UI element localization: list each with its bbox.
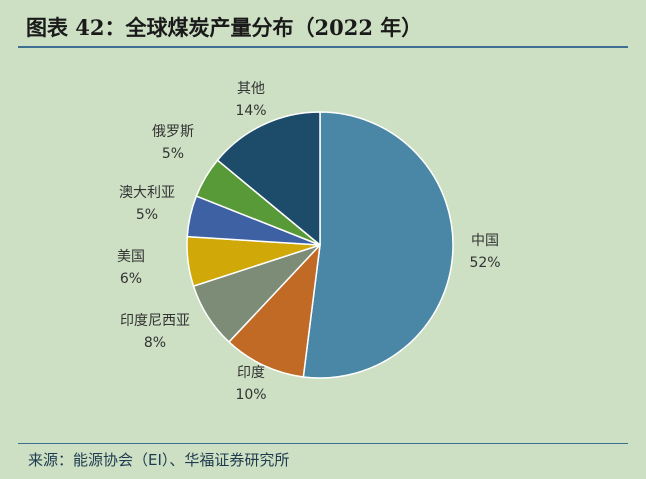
slice-category-label: 印度 [237, 365, 265, 381]
pie-slice [302, 111, 454, 379]
slice-category-label: 其他 [237, 81, 265, 97]
slice-category-label: 印度尼西亚 [120, 313, 190, 329]
slice-percent-label: 6% [120, 271, 142, 287]
slice-category-label: 俄罗斯 [152, 124, 194, 140]
slice-category-label: 中国 [471, 233, 499, 249]
source-rule [18, 443, 628, 444]
slice-percent-label: 10% [235, 387, 266, 403]
pie-slice [228, 244, 321, 378]
slice-category-label: 美国 [117, 249, 145, 265]
slice-category-label: 澳大利亚 [119, 185, 175, 201]
figure-title: 图表 42：全球煤炭产量分布（2022 年） [26, 15, 423, 40]
slice-percent-label: 8% [144, 335, 166, 351]
source-note: 来源：能源协会（EI）、华福证券研究所 [28, 451, 290, 469]
slice-percent-label: 5% [136, 207, 158, 223]
pie-slice [216, 111, 321, 246]
slice-percent-label: 52% [469, 255, 500, 271]
title-rule [18, 46, 628, 48]
slice-percent-label: 5% [162, 146, 184, 162]
slice-percent-label: 14% [235, 103, 266, 119]
